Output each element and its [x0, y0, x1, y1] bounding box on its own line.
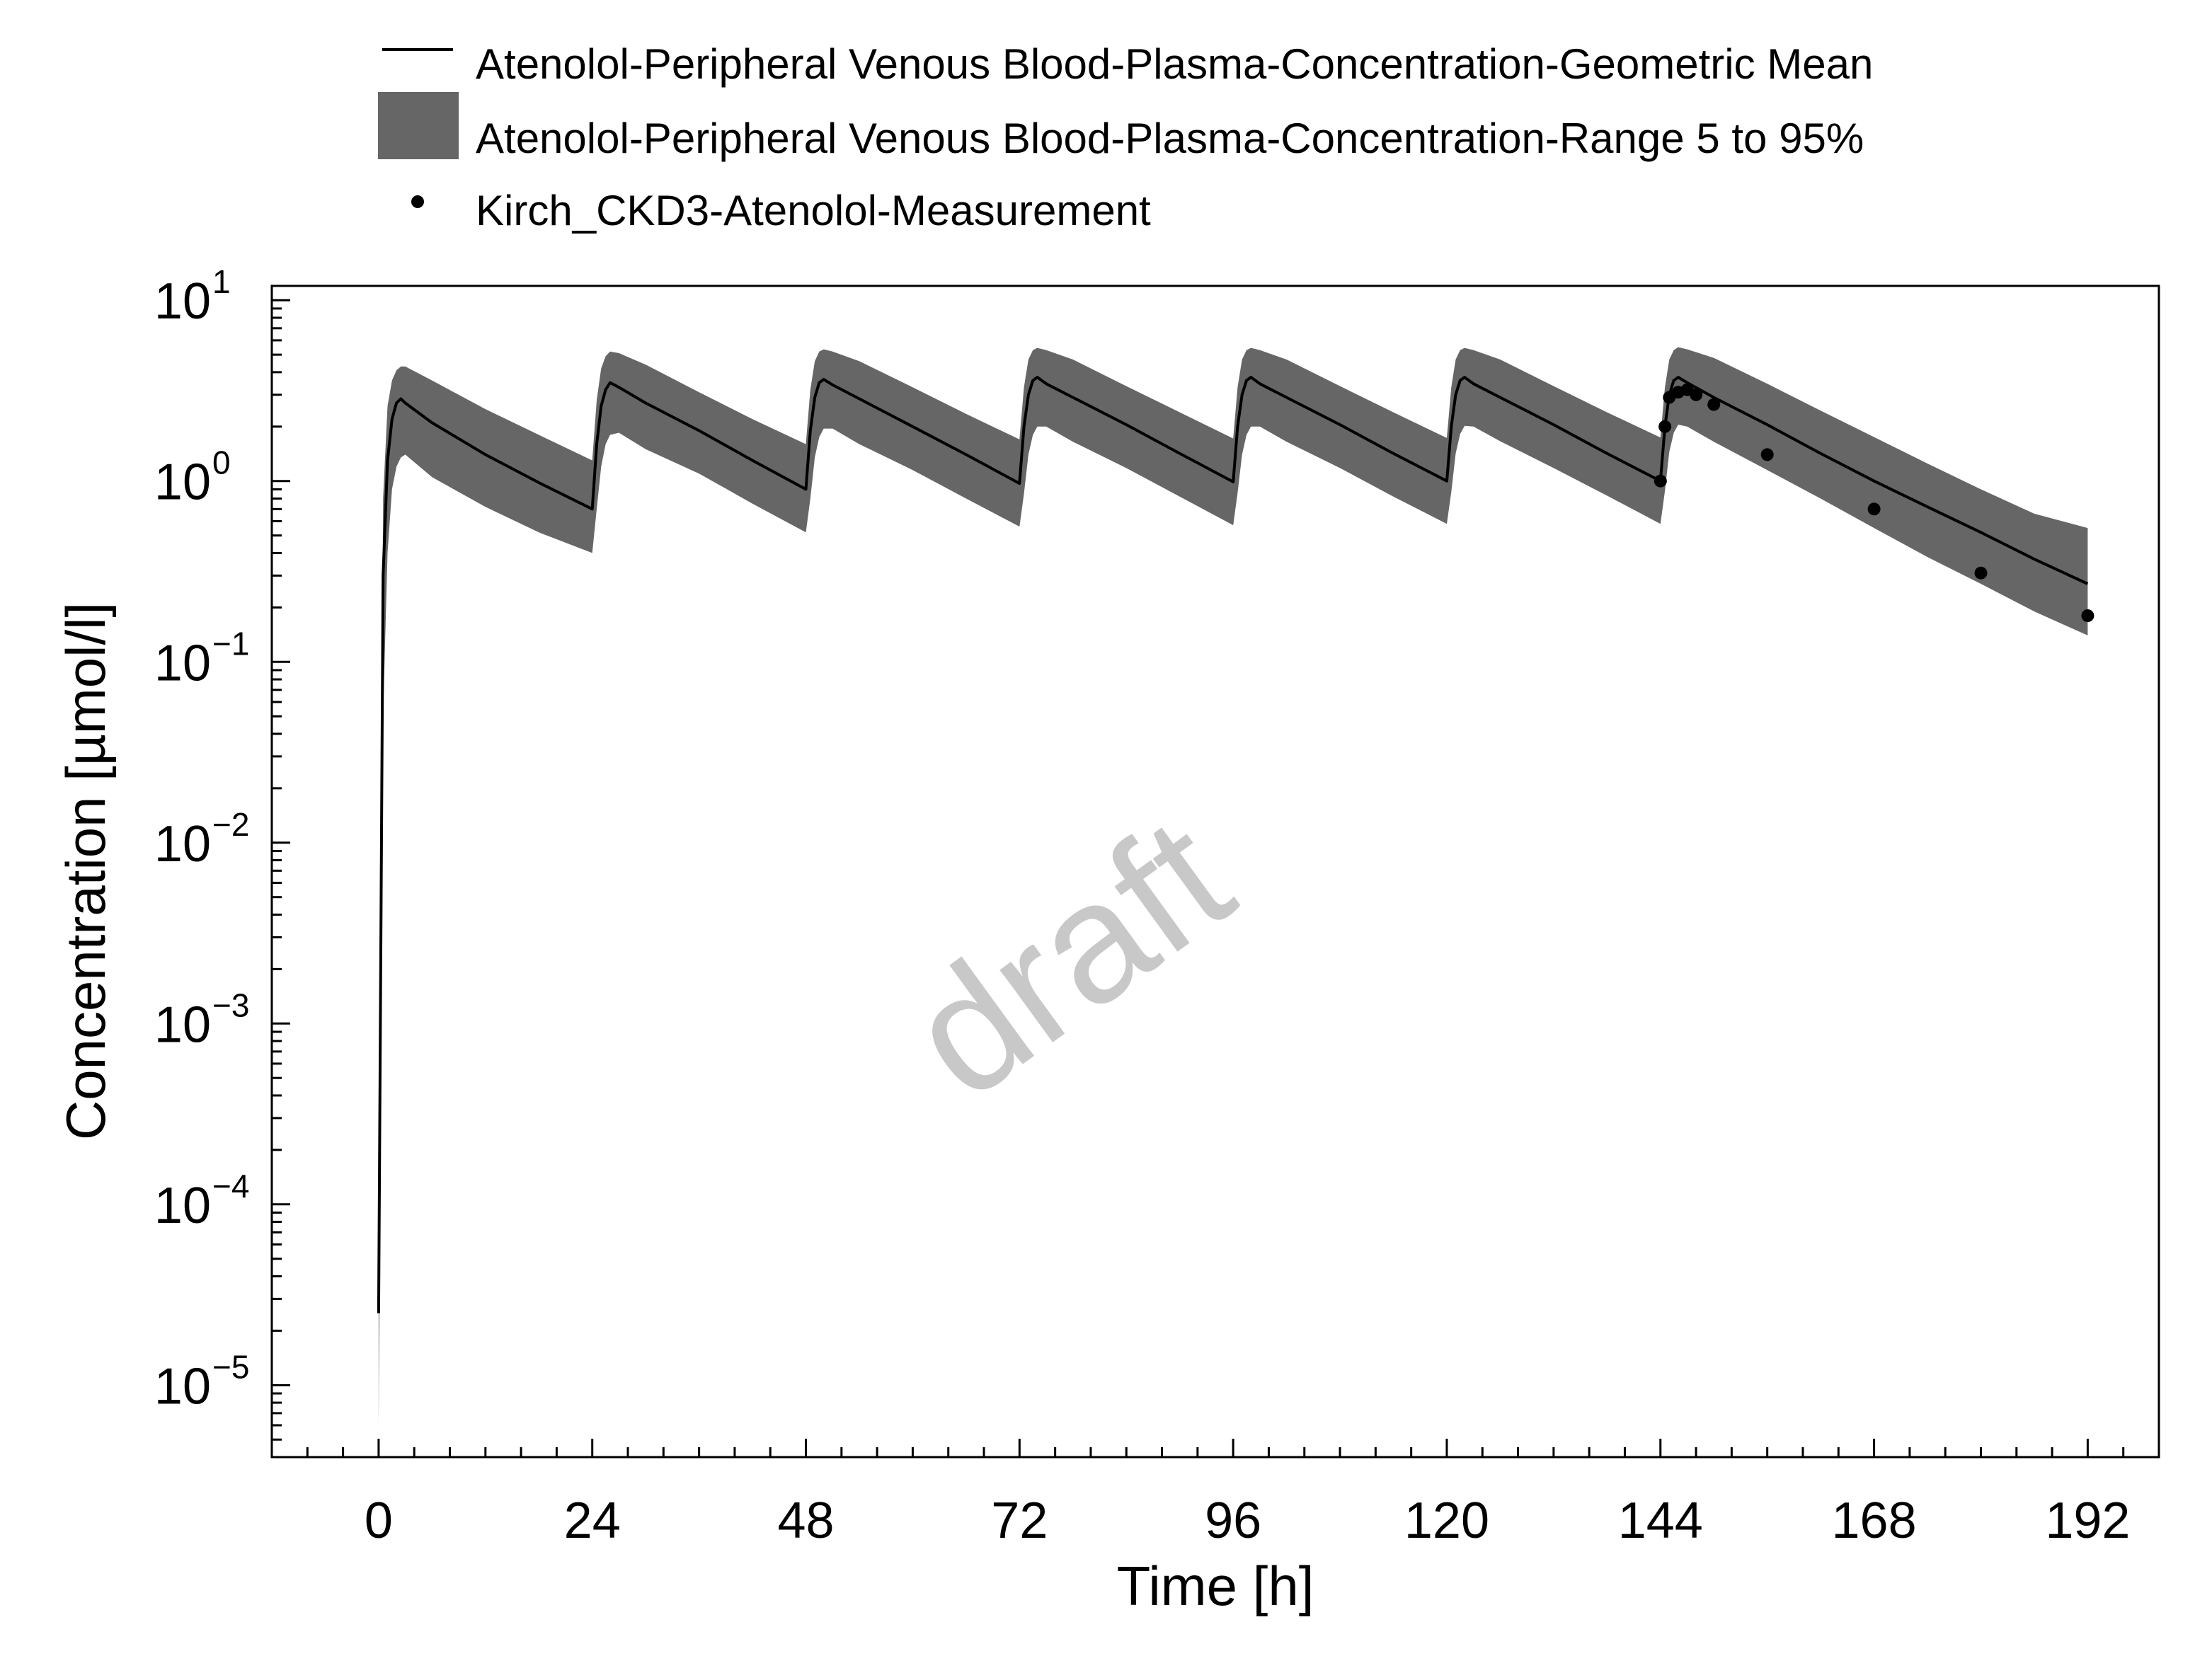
y-tick-exponent: −2 — [212, 806, 249, 843]
measurement-point — [1867, 502, 1881, 516]
y-tick-label: 10 — [154, 1358, 211, 1415]
x-tick-label: 120 — [1404, 1492, 1489, 1549]
x-tick-label: 192 — [2045, 1492, 2130, 1549]
y-tick-label: 10 — [154, 454, 211, 511]
y-tick-label: 10 — [154, 996, 211, 1053]
legend: Atenolol-Peripheral Venous Blood-Plasma-… — [378, 40, 1873, 234]
y-tick-label: 10 — [154, 816, 211, 873]
measurement-point — [1658, 420, 1672, 433]
y-axis-label: Concentration [µmol/l] — [55, 602, 117, 1140]
y-tick-exponent: 1 — [212, 263, 231, 300]
measurement-point — [1760, 448, 1774, 461]
plot-marks — [377, 347, 2094, 1426]
mean-line — [377, 376, 2089, 1313]
measurement-point — [1707, 398, 1721, 411]
x-axis: 0 24 48 72 96 120 144 168 192 — [270, 1439, 2160, 1549]
measurement-point — [1690, 388, 1703, 401]
y-tick-label: 10 — [154, 635, 211, 691]
measurement-point — [1974, 566, 1988, 580]
y-tick-label: 10 — [154, 273, 211, 330]
y-tick-exponent: −1 — [212, 625, 249, 662]
measurement-point — [2081, 609, 2094, 622]
x-tick-label: 72 — [991, 1492, 1048, 1549]
x-tick-label: 96 — [1205, 1492, 1261, 1549]
watermark-text: draft — [876, 781, 1263, 1134]
legend-dot-swatch — [411, 195, 424, 208]
y-tick-exponent: −4 — [212, 1168, 249, 1204]
x-tick-label: 168 — [1832, 1492, 1917, 1549]
legend-band-swatch — [378, 92, 459, 159]
x-tick-label: 144 — [1618, 1492, 1703, 1549]
range-band — [378, 347, 2088, 1426]
x-axis-label: Time [h] — [1117, 1555, 1314, 1617]
y-tick-exponent: 0 — [212, 444, 231, 481]
y-tick-exponent: −5 — [212, 1348, 249, 1385]
y-tick-exponent: −3 — [212, 987, 249, 1023]
legend-label-range: Atenolol-Peripheral Venous Blood-Plasma-… — [476, 115, 1864, 162]
x-tick-label: 0 — [365, 1492, 393, 1549]
measurement-point — [1654, 474, 1667, 488]
x-tick-label: 24 — [564, 1492, 621, 1549]
legend-label-mean: Atenolol-Peripheral Venous Blood-Plasma-… — [476, 40, 1873, 88]
legend-label-measurement: Kirch_CKD3-Atenolol-Measurement — [476, 187, 1151, 234]
x-tick-label: 48 — [777, 1492, 834, 1549]
y-tick-label: 10 — [154, 1178, 211, 1234]
